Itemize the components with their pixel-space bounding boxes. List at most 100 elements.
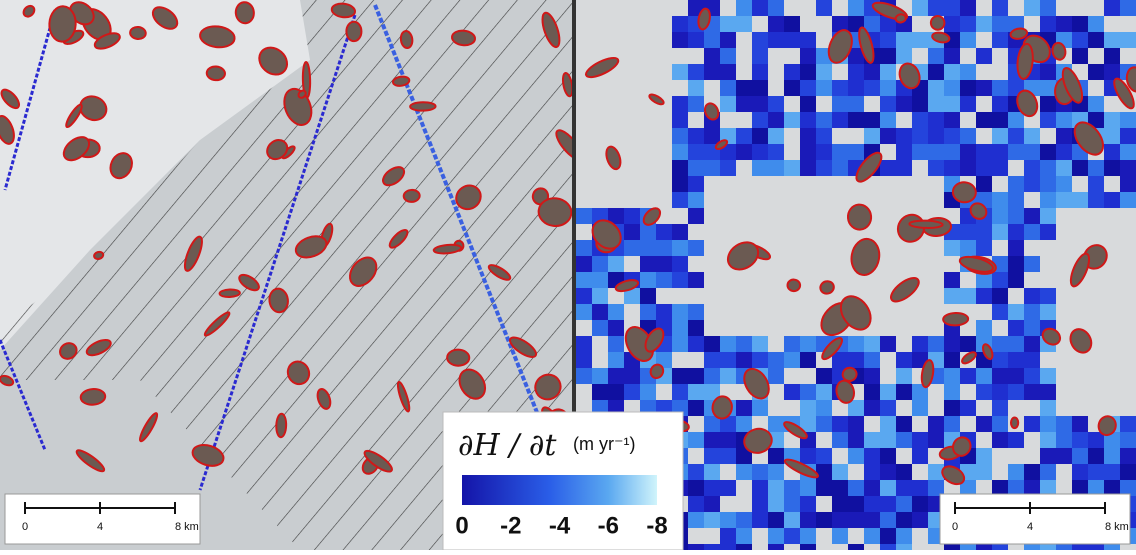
cell (864, 512, 880, 528)
cell (1024, 160, 1040, 176)
cell (608, 368, 624, 384)
cell (688, 128, 704, 144)
scale-bar-label: 4 (97, 521, 103, 533)
cell (576, 352, 592, 368)
cell (624, 224, 640, 240)
cell (976, 384, 992, 400)
cell (1040, 208, 1056, 224)
cell (944, 160, 960, 176)
cell (976, 144, 992, 160)
cell (1024, 336, 1040, 352)
cell (688, 512, 704, 528)
cell (848, 336, 864, 352)
cell (704, 160, 720, 176)
cell (688, 544, 704, 550)
cell (1056, 160, 1072, 176)
cell (912, 128, 928, 144)
cell (1024, 176, 1040, 192)
cell (1024, 256, 1040, 272)
cell (1072, 416, 1088, 432)
cell (1104, 128, 1120, 144)
cell (640, 256, 656, 272)
cell (944, 128, 960, 144)
cell (944, 384, 960, 400)
cell (1120, 464, 1136, 480)
cell (720, 48, 736, 64)
cell (976, 176, 992, 192)
cell (992, 272, 1008, 288)
outcrop (80, 388, 106, 405)
cell (1104, 32, 1120, 48)
cell (1120, 416, 1136, 432)
cell (736, 96, 752, 112)
cell (976, 464, 992, 480)
cell (816, 160, 832, 176)
cell (960, 336, 976, 352)
scale-bar: 048 km (940, 494, 1130, 544)
cell (752, 480, 768, 496)
cell (1040, 176, 1056, 192)
cell (1088, 544, 1104, 550)
outcrop (1011, 417, 1018, 428)
cell (720, 336, 736, 352)
cell (752, 128, 768, 144)
cell (1088, 96, 1104, 112)
cell (864, 528, 880, 544)
cell (640, 272, 656, 288)
cell (848, 448, 864, 464)
cell (944, 368, 960, 384)
cell (928, 112, 944, 128)
cell (1008, 176, 1024, 192)
cell (1056, 144, 1072, 160)
cell (992, 336, 1008, 352)
cell (752, 160, 768, 176)
cell (992, 128, 1008, 144)
cell (1088, 160, 1104, 176)
cell (1040, 368, 1056, 384)
figure: ∂H / ∂t (m yr⁻¹) 0-2-4-6-8 048 km 048 km (0, 0, 1136, 550)
cell (608, 304, 624, 320)
scale-bar-label: 8 km (1105, 521, 1129, 533)
cell (1072, 432, 1088, 448)
cell (800, 528, 816, 544)
cell (896, 480, 912, 496)
cell (592, 256, 608, 272)
cell (960, 96, 976, 112)
cell (656, 304, 672, 320)
cell (1040, 16, 1056, 32)
colorbar-tick-label: -8 (646, 512, 667, 539)
cell (832, 512, 848, 528)
cell (1072, 16, 1088, 32)
cell (1104, 0, 1120, 16)
cell (720, 528, 736, 544)
cell (592, 320, 608, 336)
cell (992, 288, 1008, 304)
cell (864, 464, 880, 480)
cell (688, 368, 704, 384)
cell (880, 432, 896, 448)
cell (1040, 416, 1056, 432)
cell (848, 80, 864, 96)
outcrop (130, 26, 147, 40)
cell (752, 336, 768, 352)
cell (912, 448, 928, 464)
cell (1008, 192, 1024, 208)
cell (880, 80, 896, 96)
cell (688, 176, 704, 192)
cell (576, 256, 592, 272)
cell (1008, 368, 1024, 384)
cell (960, 224, 976, 240)
cell (864, 336, 880, 352)
cell (928, 416, 944, 432)
cell (832, 160, 848, 176)
cell (752, 0, 768, 16)
cell (1056, 16, 1072, 32)
cell (848, 544, 864, 550)
cell (672, 96, 688, 112)
cell (896, 496, 912, 512)
cell (1040, 288, 1056, 304)
cell (1040, 192, 1056, 208)
cell (880, 384, 896, 400)
cell (1072, 48, 1088, 64)
cell (784, 336, 800, 352)
